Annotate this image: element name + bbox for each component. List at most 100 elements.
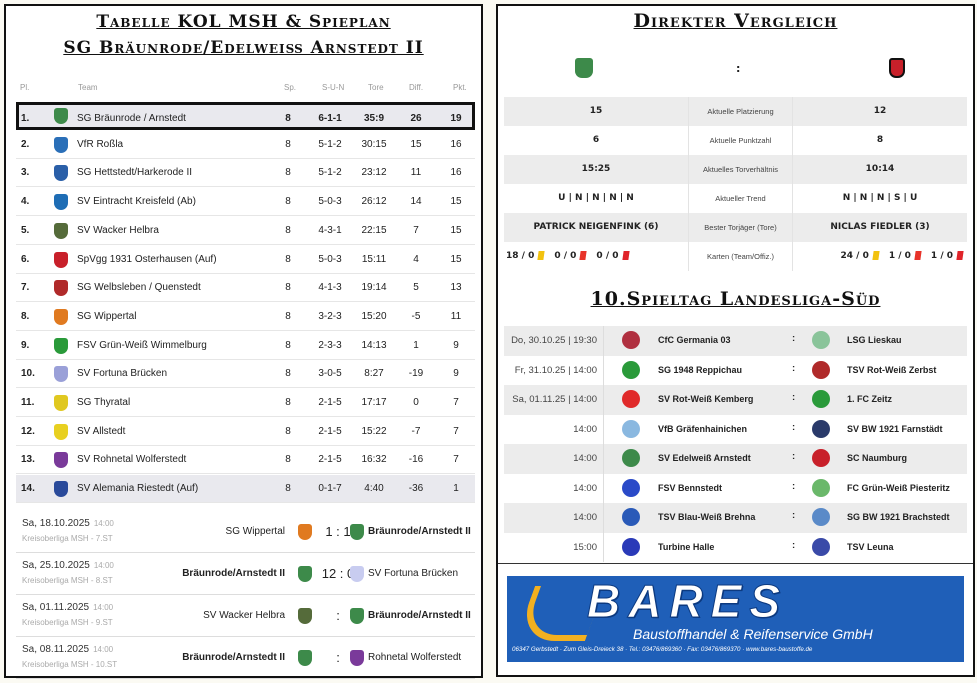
cell-sp: 8 (285, 167, 291, 179)
team-name[interactable]: SG Bräunrode / Arnstedt (77, 113, 186, 124)
away-logo (812, 390, 830, 408)
team-name[interactable]: SV Eintracht Kreisfeld (Ab) (77, 196, 196, 208)
home-logo (622, 331, 640, 349)
card-count: 1 / 0 (930, 251, 953, 261)
table-row[interactable]: 10. SV Fortuna Brücken 8 3-0-5 8:27 -19 9 (16, 360, 475, 389)
table-row[interactable]: 7. SG Welbsleben / Quenstedt 8 4-1-3 19:14 5… (16, 274, 475, 303)
sponsor-brand: BARES (586, 576, 789, 628)
away-team[interactable]: TSV Leuna (847, 541, 894, 552)
sponsor-banner[interactable]: BARES Baustoffhandel & Reifenservice Gmb… (507, 576, 964, 662)
home-team[interactable]: Bräunrode/Arnstedt II (182, 652, 285, 663)
fixture-date: Sa, 18.10.2025 (22, 518, 90, 529)
match-row[interactable]: 14:00 TSV Blau-Weiß Brehna : SG BW 1921 … (504, 503, 967, 533)
match-row[interactable]: 14:00 FSV Bennstedt : FC Grün-Weiß Piest… (504, 473, 967, 503)
home-team[interactable]: SV Edelweiß Arnstedt (658, 453, 751, 463)
cell-sp: 8 (285, 483, 291, 495)
away-team[interactable]: FC Grün-Weiß Piesteritz (847, 482, 950, 493)
home-team[interactable]: FSV Bennstedt (658, 482, 723, 493)
fixture-row[interactable]: Sa, 18.10.2025 14:00 Kreisoberliga MSH - … (16, 511, 475, 553)
team-name[interactable]: VfR Roßla (77, 138, 124, 150)
away-team[interactable]: Rohnetal Wolferstedt (368, 652, 462, 663)
away-team[interactable]: SV BW 1921 Farnstädt (847, 423, 943, 434)
cell-tore: 17:17 (361, 397, 387, 408)
away-team[interactable]: SV Fortuna Brücken (368, 568, 459, 579)
compare-row: 15:25 Aktuelles Torverhältnis 10:14 (504, 155, 967, 184)
team-name[interactable]: SV Wacker Helbra (77, 224, 159, 236)
cell-sun: 3-2-3 (318, 310, 342, 322)
compare-label: Aktuelle Punktzahl (688, 126, 793, 155)
away-team[interactable]: SC Naumburg (847, 453, 908, 463)
team-name[interactable]: SV Fortuna Brücken (77, 368, 168, 380)
compare-label: Karten (Team/Offiz.) (688, 242, 793, 271)
cell-sp: 8 (285, 113, 291, 124)
home-team[interactable]: SV Rot-Weiß Kemberg (658, 394, 754, 404)
match-row[interactable]: Do, 30.10.25 | 19:30 CfC Germania 03 : L… (504, 326, 967, 356)
match-date: 14:00 (504, 473, 604, 503)
cell-pkt: 16 (450, 138, 462, 150)
home-logo (298, 524, 312, 540)
cell-diff: -5 (411, 310, 421, 322)
compare-label: Aktuelles Torverhältnis (688, 155, 793, 184)
team-logo (54, 251, 68, 268)
rank: 8. (21, 310, 30, 322)
cell-tore: 16:32 (361, 454, 387, 466)
team-name[interactable]: SV Rohnetal Wolferstedt (77, 454, 187, 466)
vs-separator: : (792, 392, 796, 403)
table-row[interactable]: 9. FSV Grün-Weiß Wimmelburg 8 2-3-3 14:13 1 9 (16, 332, 475, 360)
team-name[interactable]: SG Thyratal (77, 397, 131, 408)
table-row[interactable]: 14. SV Alemania Riestedt (Auf) 8 0-1-7 4:40… (16, 475, 475, 504)
home-team[interactable]: VfB Gräfenhainichen (658, 423, 748, 434)
team-name[interactable]: SG Hettstedt/Harkerode II (77, 167, 193, 179)
table-row[interactable]: 12. SV Allstedt 8 2-1-5 15:22 -7 7 (16, 418, 475, 446)
fixture-row[interactable]: Sa, 01.11.2025 14:00 Kreisoberliga MSH - … (16, 595, 475, 637)
team-name[interactable]: SG Welbsleben / Quenstedt (77, 282, 201, 294)
away-team[interactable]: TSV Rot-Weiß Zerbst (847, 364, 937, 375)
col-sun: S-U-N (322, 83, 345, 92)
table-row[interactable]: 3. SG Hettstedt/Harkerode II 8 5-1-2 23:12 1… (16, 159, 475, 188)
away-team[interactable]: LSG Lieskau (847, 335, 902, 345)
team-name[interactable]: SpVgg 1931 Osterhausen (Auf) (77, 253, 217, 265)
away-team[interactable]: Bräunrode/Arnstedt II (368, 610, 471, 621)
cell-tore: 8:27 (364, 368, 384, 380)
home-team[interactable]: SV Wacker Helbra (203, 610, 285, 621)
match-row[interactable]: 14:00 SV Edelweiß Arnstedt : SC Naumburg (504, 444, 967, 474)
fixture-row[interactable]: Sa, 25.10.2025 14:00 Kreisoberliga MSH - … (16, 553, 475, 595)
home-team[interactable]: Bräunrode/Arnstedt II (182, 568, 285, 579)
table-row[interactable]: 8. SG Wippertal 8 3-2-3 15:20 -5 11 (16, 303, 475, 331)
home-team[interactable]: CfC Germania 03 (658, 335, 731, 345)
team-name[interactable]: FSV Grün-Weiß Wimmelburg (77, 339, 207, 351)
home-team[interactable]: Turbine Halle (658, 541, 715, 552)
team-name[interactable]: SG Wippertal (77, 310, 137, 322)
match-row[interactable]: Sa, 01.11.25 | 14:00 SV Rot-Weiß Kemberg… (504, 385, 967, 415)
cell-diff: 0 (413, 397, 419, 408)
rank: 13. (21, 454, 35, 466)
sponsor-address: 06347 Gerbstedt · Zum Gleis-Dreieck 38 ·… (512, 646, 813, 653)
home-team[interactable]: TSV Blau-Weiß Brehna (658, 512, 756, 522)
table-row[interactable]: 13. SV Rohnetal Wolferstedt 8 2-1-5 16:32 -1… (16, 446, 475, 475)
cell-tore: 14:13 (361, 339, 387, 351)
match-row[interactable]: Fr, 31.10.25 | 14:00 SG 1948 Reppichau :… (504, 355, 967, 385)
home-team[interactable]: SG 1948 Reppichau (658, 364, 743, 375)
match-row[interactable]: 15:00 Turbine Halle : TSV Leuna (504, 532, 967, 562)
home-team[interactable]: SG Wippertal (225, 526, 285, 537)
cell-sun: 2-3-3 (318, 339, 342, 351)
away-value: N | N | N | S | U (842, 193, 918, 203)
team-name[interactable]: SV Alemania Riestedt (Auf) (77, 483, 199, 495)
table-row[interactable]: 6. SpVgg 1931 Osterhausen (Auf) 8 5-0-3 15:… (16, 246, 475, 274)
away-team[interactable]: 1. FC Zeitz (847, 394, 893, 404)
team-logo (54, 194, 68, 211)
away-team[interactable]: SG BW 1921 Brachstedt (847, 512, 950, 522)
fixture-row[interactable]: Sa, 08.11.2025 14:00 Kreisoberliga MSH - … (16, 637, 475, 679)
away-team[interactable]: Bräunrode/Arnstedt II (368, 526, 471, 537)
table-row[interactable]: 5. SV Wacker Helbra 8 4-3-1 22:15 7 15 (16, 217, 475, 245)
table-row[interactable]: 4. SV Eintracht Kreisfeld (Ab) 8 5-0-3 26:1… (16, 188, 475, 217)
table-row[interactable]: 11. SG Thyratal 8 2-1-5 17:17 0 7 (16, 389, 475, 417)
rank: 6. (21, 253, 30, 265)
table-row[interactable]: 1. SG Bräunrode / Arnstedt 8 6-1-1 35:9 26 19 (16, 102, 475, 130)
vs-separator: : (792, 539, 796, 551)
home-logo (622, 360, 640, 379)
col-pkt: Pkt. (453, 83, 467, 92)
match-row[interactable]: 14:00 VfB Gräfenhainichen : SV BW 1921 F… (504, 414, 967, 444)
table-row[interactable]: 2. VfR Roßla 8 5-1-2 30:15 15 16 (16, 131, 475, 159)
team-name[interactable]: SV Allstedt (77, 425, 126, 437)
